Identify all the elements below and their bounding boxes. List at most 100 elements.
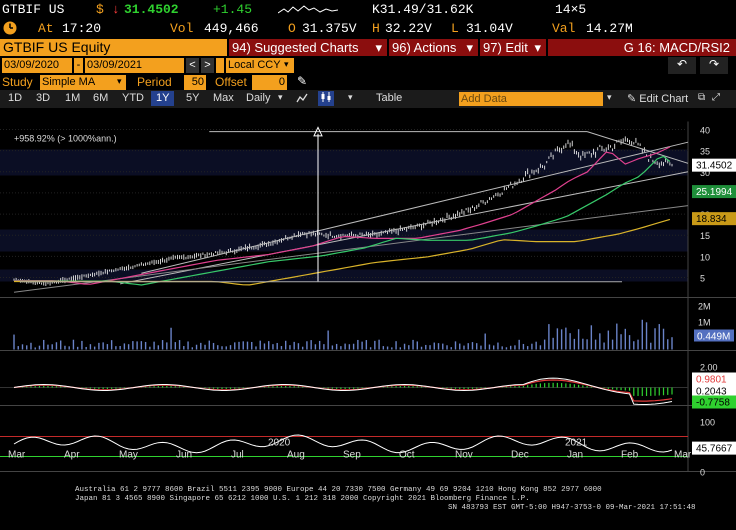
tab-1d[interactable]: 1D xyxy=(8,92,23,104)
footer: Australia 61 2 9777 8600 Brazil 5511 239… xyxy=(0,486,736,530)
tab-6m[interactable]: 6M xyxy=(93,92,109,104)
rsi-tick-label: 100 xyxy=(700,418,715,428)
month-label: Jun xyxy=(176,450,192,461)
chevron-down-icon: ▾ xyxy=(466,40,473,55)
month-label: Feb xyxy=(621,450,639,461)
macd-tag-c: -0.7758 xyxy=(696,398,730,409)
offset-input[interactable]: 0 xyxy=(252,75,287,90)
chart-toolbar: GTBIF US Equity 94) Suggested Charts ▾ 9… xyxy=(0,38,736,57)
price-tick-label: 10 xyxy=(700,252,710,262)
candlestick-icon[interactable] xyxy=(318,91,334,106)
open-label: O xyxy=(288,21,296,36)
redo-icon[interactable]: ↷ xyxy=(700,57,728,74)
volume-tick-label: 1M xyxy=(698,318,711,328)
regression-channel-upper xyxy=(141,141,689,274)
edit-button[interactable]: 97) Edit ▾ xyxy=(480,39,546,56)
low-value: 31.04V xyxy=(466,21,513,36)
actions-label: 96) Actions xyxy=(392,40,457,55)
volume-tick-label: 2M xyxy=(698,302,711,312)
suggested-charts-button[interactable]: 94) Suggested Charts ▾ xyxy=(229,39,387,56)
rsi-tag: 45.7667 xyxy=(696,444,733,455)
month-label: Jan xyxy=(567,450,583,461)
suggested-charts-label: 94) Suggested Charts xyxy=(232,40,359,55)
ma-200-tag: 18.834 xyxy=(696,214,727,225)
tab-1y[interactable]: 1Y xyxy=(151,91,175,106)
chart-template-label[interactable]: G 16: MACD/RSI2 xyxy=(548,39,736,56)
chevron-down-icon[interactable]: ▾ xyxy=(348,92,353,102)
study-bar: Study Simple MA ▾ Period 50 Offset 0 ✎ xyxy=(0,74,736,91)
clock-icon xyxy=(2,20,18,40)
rsi-tick-label: 0 xyxy=(700,468,705,478)
ticker[interactable]: GTBIF US xyxy=(2,2,65,17)
tab-max[interactable]: Max xyxy=(213,92,234,104)
sparkline-icon xyxy=(278,5,338,14)
ma-50-tag-bg xyxy=(692,185,736,199)
actions-button[interactable]: 96) Actions ▾ xyxy=(389,39,478,56)
chevron-down-icon: ▾ xyxy=(117,76,122,86)
at-label: At xyxy=(38,21,54,36)
measure-arrow xyxy=(313,126,323,137)
undo-icon[interactable]: ↶ xyxy=(668,57,696,74)
macd-tag-b-bg xyxy=(692,384,736,398)
currency-symbol: $ xyxy=(96,2,104,17)
price-tick-label: 40 xyxy=(700,126,710,136)
security-field[interactable]: GTBIF US Equity xyxy=(0,39,227,56)
add-data-input[interactable]: Add Data xyxy=(459,92,603,106)
year-label: 2021 xyxy=(565,438,588,449)
month-label: Sep xyxy=(343,450,361,461)
tab-3d[interactable]: 3D xyxy=(36,92,51,104)
study-label: Study xyxy=(2,75,33,89)
date-range-bar: 03/09/2020 - 03/09/2021 < > Local CCY ▾ … xyxy=(0,57,736,74)
edit-chart-button[interactable]: ✎ Edit Chart xyxy=(627,93,689,105)
traded-value: 14.27M xyxy=(586,21,633,36)
month-label: May xyxy=(119,450,138,461)
price-tick-label: 15 xyxy=(700,231,710,241)
macd-line xyxy=(13,377,673,405)
line-chart-icon[interactable] xyxy=(296,92,308,107)
dash-separator: - xyxy=(74,58,83,73)
price-tick-label: 5 xyxy=(700,274,705,284)
zoom-icon[interactable]: ⧉ xyxy=(698,92,706,103)
tab-ytd[interactable]: YTD xyxy=(122,92,144,104)
chevron-down-icon: ▾ xyxy=(284,59,289,69)
chart-background xyxy=(0,121,736,500)
regression-channel-lower xyxy=(120,171,689,285)
prev-period-button[interactable]: < xyxy=(186,58,199,73)
price-band-shade xyxy=(0,149,688,176)
currency-select[interactable]: Local CCY xyxy=(226,58,294,73)
down-arrow-icon: ↓ xyxy=(112,2,120,17)
period-input[interactable]: 50 xyxy=(184,75,206,90)
frequency-select[interactable]: Daily xyxy=(246,92,271,104)
chevron-down-icon[interactable]: ▾ xyxy=(607,92,612,102)
price-tick-label: 35 xyxy=(700,147,710,157)
table-button[interactable]: Table xyxy=(376,92,403,104)
export-icon[interactable]: ⤢ xyxy=(712,92,720,103)
chevron-down-icon: ▾ xyxy=(375,40,382,55)
period-label: Period xyxy=(137,75,172,89)
tab-1m[interactable]: 1M xyxy=(65,92,81,104)
ma-200-tag-bg xyxy=(692,212,736,226)
volume-tag: 0.449M xyxy=(697,332,730,343)
footer-line-3: SN 483793 EST GMT-5:00 H947-3753-0 09-Ma… xyxy=(448,504,696,512)
start-date-input[interactable]: 03/09/2020 xyxy=(2,58,72,73)
month-label: Jul xyxy=(231,450,244,461)
tab-5y[interactable]: 5Y xyxy=(186,92,200,104)
ma-50-tag: 25.1994 xyxy=(696,187,733,198)
end-date-input[interactable]: 03/09/2021 xyxy=(85,58,184,73)
price-chart[interactable]: 403530252015105+958.92% (> 1000%ann.)31.… xyxy=(0,108,736,513)
study-type-select[interactable]: Simple MA xyxy=(40,75,126,90)
pencil-icon[interactable]: ✎ xyxy=(297,74,308,88)
last-price-tag-bg xyxy=(692,158,736,172)
month-label: Oct xyxy=(399,450,415,461)
edit-label: 97) Edit xyxy=(483,40,528,55)
year-label: 2020 xyxy=(268,438,291,449)
range-spacer xyxy=(216,58,224,73)
last-price: 31.4502 xyxy=(124,2,179,17)
month-label: Dec xyxy=(511,450,529,461)
month-label: Apr xyxy=(64,450,80,461)
high-label: H xyxy=(372,21,380,36)
chevron-down-icon: ▾ xyxy=(534,40,541,55)
macd-tag-a-bg xyxy=(692,372,736,386)
next-period-button[interactable]: > xyxy=(201,58,214,73)
bid-ask: K31.49/31.62K xyxy=(372,2,474,17)
